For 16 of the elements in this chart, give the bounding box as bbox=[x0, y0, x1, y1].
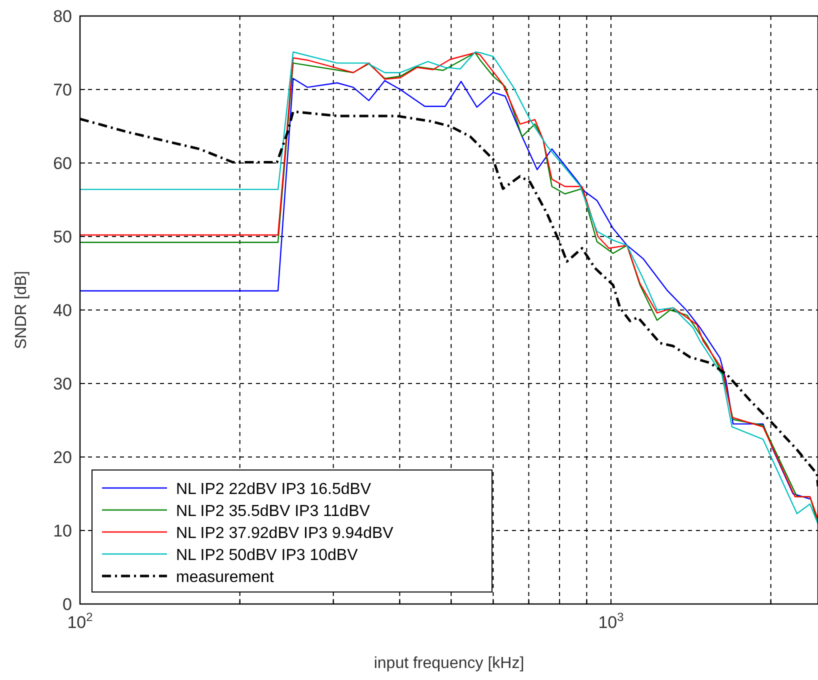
y-tick-label: 70 bbox=[53, 80, 72, 100]
legend-label: NL IP2 50dBV IP3 10dBV bbox=[176, 547, 358, 564]
x-axis-title: input frequency [kHz] bbox=[374, 655, 524, 672]
y-tick-label: 40 bbox=[53, 301, 72, 320]
y-tick-label: 10 bbox=[53, 522, 72, 540]
x-tick-label: 10$^{3}$ bbox=[598, 610, 624, 632]
legend-label: measurement bbox=[176, 569, 274, 586]
legend-label: NL IP2 35.5dBV IP3 11dBV bbox=[176, 503, 370, 520]
y-axis-title: SNDR [dB] bbox=[13, 270, 30, 350]
y-tick-label: 80 bbox=[53, 7, 72, 26]
y-tick-label: 30 bbox=[53, 374, 72, 394]
y-tick-label: 60 bbox=[53, 154, 72, 173]
y-tick-label: 20 bbox=[53, 448, 72, 467]
y-tick-label: 50 bbox=[53, 228, 72, 246]
legend-label: NL IP2 37.92dBV IP3 9.94dBV bbox=[176, 525, 394, 542]
legend-label: NL IP2 22dBV IP3 16.5dBV bbox=[176, 481, 372, 498]
